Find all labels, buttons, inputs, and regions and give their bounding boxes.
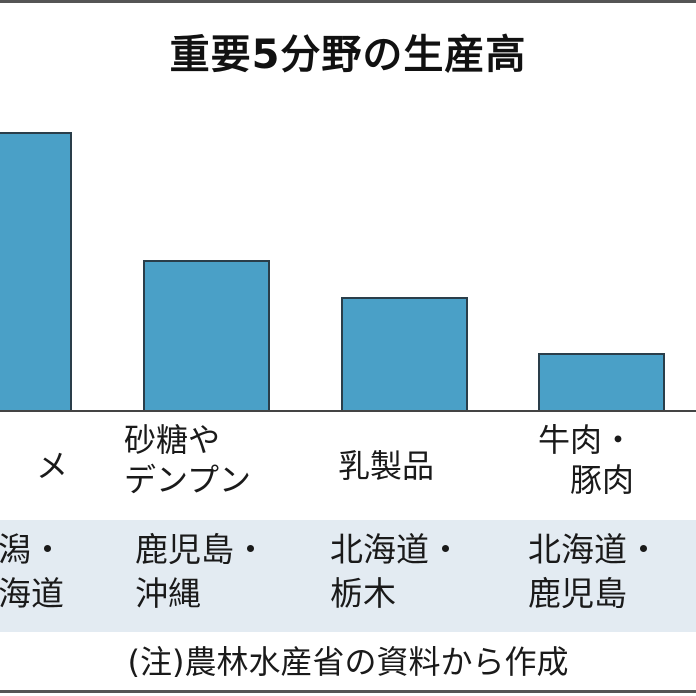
x-axis-baseline bbox=[0, 410, 696, 412]
plot-area bbox=[0, 100, 696, 412]
region-rice: 潟・ 海道 bbox=[0, 530, 64, 613]
category-label-rice: メ bbox=[36, 447, 69, 485]
top-region-band bbox=[0, 520, 696, 632]
chart-title: 重要5分野の生産高 bbox=[169, 32, 527, 78]
bar-beef-pork bbox=[538, 353, 665, 410]
bottom-rule bbox=[0, 690, 696, 693]
category-label-dairy: 乳製品 bbox=[338, 447, 435, 485]
category-label-beef-pork: 牛肉・ 豚肉 bbox=[538, 421, 635, 499]
bar-sugar-starch bbox=[143, 260, 270, 410]
region-sugar-starch: 鹿児島・ 沖縄 bbox=[135, 530, 267, 613]
top-rule bbox=[0, 0, 696, 3]
category-label-sugar-starch: 砂糖や デンプン bbox=[124, 421, 252, 499]
region-beef-pork: 北海道・ 鹿児島 bbox=[528, 530, 660, 613]
source-note: (注)農林水産省の資料から作成 bbox=[127, 643, 569, 681]
region-dairy: 北海道・ 栃木 bbox=[330, 530, 462, 613]
bar-dairy bbox=[341, 297, 468, 410]
bar-rice bbox=[0, 132, 72, 410]
